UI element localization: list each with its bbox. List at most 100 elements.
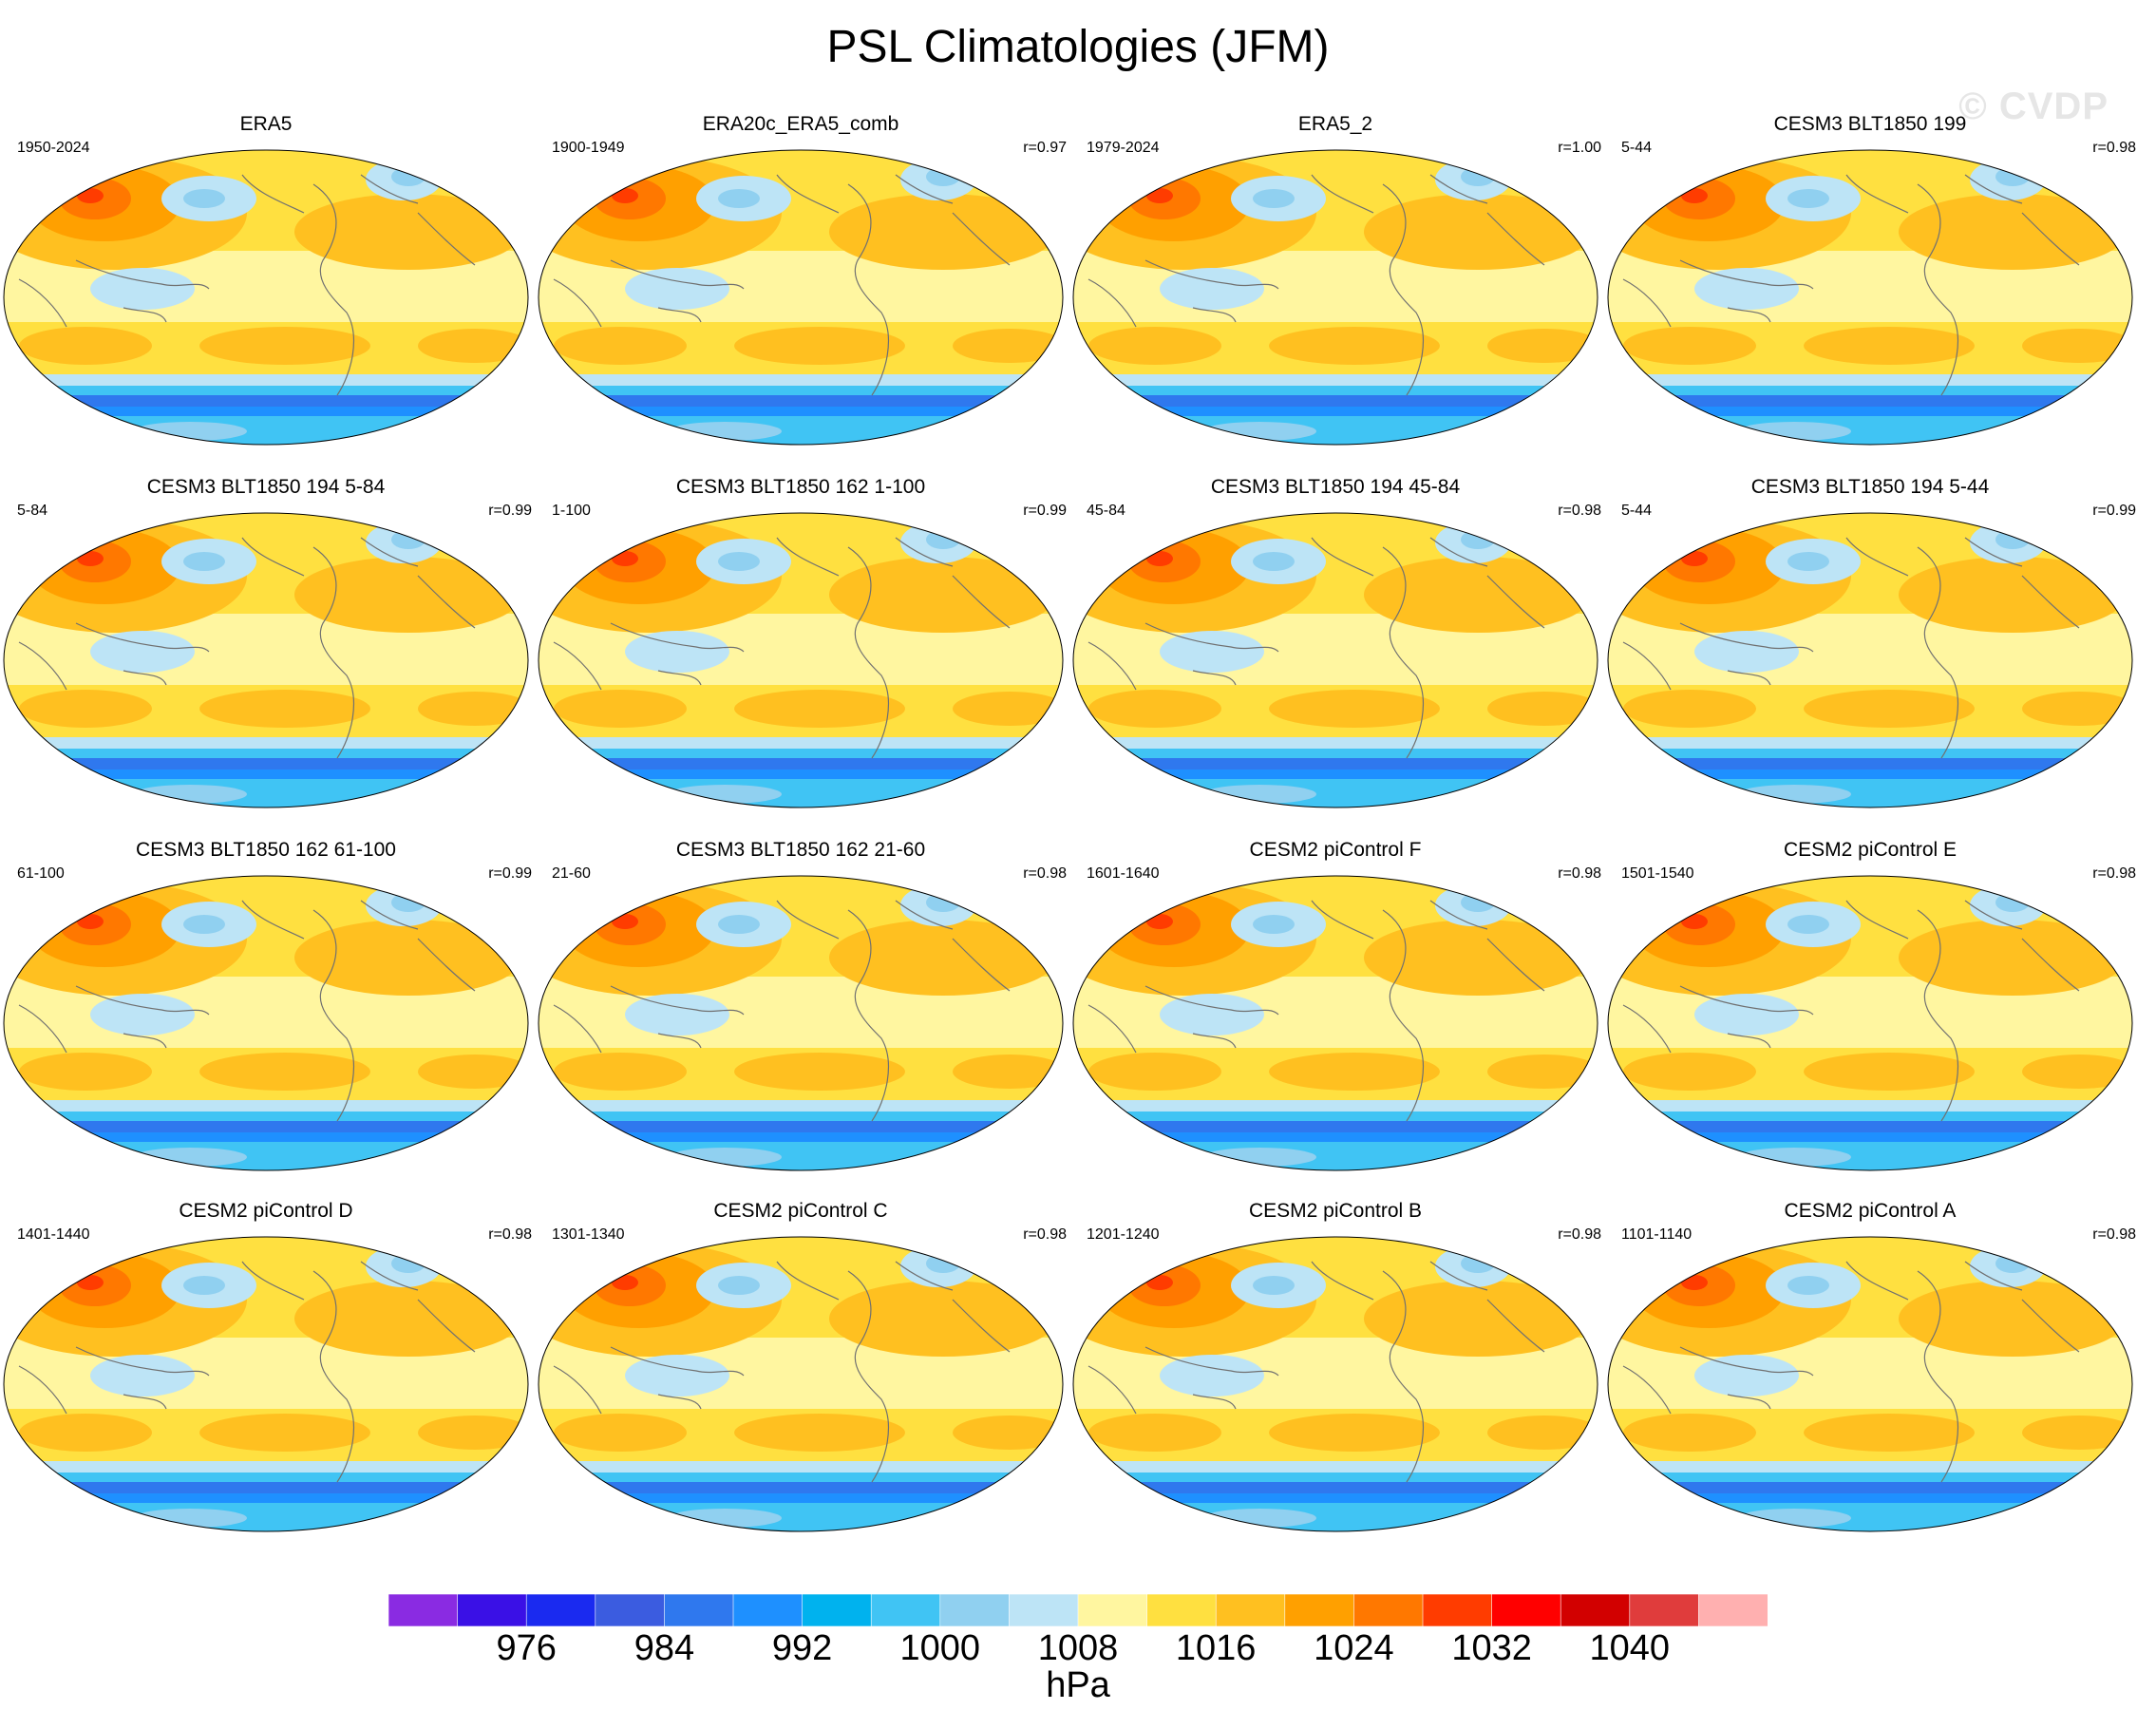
panel-title: CESM3 BLT1850 162 1-100 bbox=[675, 476, 926, 498]
panel-title: CESM3 BLT1850 162 61-100 bbox=[136, 839, 396, 861]
colorbar-tick-label: 976 bbox=[496, 1628, 557, 1668]
panel-correlation: r=0.99 bbox=[488, 503, 532, 519]
colorbar-tick-label: 1040 bbox=[1589, 1628, 1671, 1668]
panel-title: ERA5_2 bbox=[1297, 113, 1373, 135]
colorbar-box bbox=[802, 1594, 873, 1626]
panel-years: 1401-1440 bbox=[17, 1226, 90, 1243]
panel-years: 1101-1140 bbox=[1621, 1226, 1693, 1243]
panel-years: 5-84 bbox=[17, 503, 48, 519]
map bbox=[1072, 875, 1598, 1171]
map bbox=[1607, 149, 2133, 446]
panel-correlation: r=0.98 bbox=[1558, 1226, 1601, 1243]
colorbar-box bbox=[1077, 1594, 1148, 1626]
map-panel: CESM3 BLT1850 162 61-100 61-100 r=0.99 bbox=[0, 838, 532, 1180]
panel-correlation: r=0.98 bbox=[1023, 1226, 1067, 1243]
panel-title: CESM2 piControl C bbox=[713, 1200, 888, 1222]
panel-correlation: r=0.98 bbox=[488, 1226, 532, 1243]
panel-correlation: r=0.98 bbox=[1023, 865, 1067, 882]
colorbar-tick-label: 1000 bbox=[899, 1628, 981, 1668]
cvdp-watermark: © CVDP bbox=[1958, 86, 2109, 127]
panel-title: CESM3 BLT1850 194 45-84 bbox=[1210, 476, 1461, 498]
map-panel: CESM2 piControl E 1501-1540 r=0.98 bbox=[1604, 838, 2136, 1180]
map-panel: CESM3 BLT1850 194 5-84 5-84 r=0.99 bbox=[0, 475, 532, 817]
map-panel: CESM3 BLT1850 194 5-44 5-44 r=0.99 bbox=[1604, 475, 2136, 817]
panel-title: CESM2 piControl B bbox=[1248, 1200, 1423, 1222]
panel-title: CESM3 BLT1850 194 5-44 bbox=[1750, 476, 1990, 498]
colorbar-tick-label: 1016 bbox=[1175, 1628, 1257, 1668]
panel-title: CESM2 piControl D bbox=[179, 1200, 353, 1222]
colorbar bbox=[388, 1594, 1768, 1626]
panel-correlation: r=0.99 bbox=[1023, 503, 1067, 519]
map bbox=[1607, 875, 2133, 1171]
map-panel: ERA5 1950-2024 bbox=[0, 112, 532, 454]
panel-title: CESM2 piControl A bbox=[1784, 1200, 1957, 1222]
colorbar-box bbox=[1215, 1594, 1286, 1626]
panel-years: 1950-2024 bbox=[17, 140, 90, 156]
map bbox=[3, 1236, 529, 1532]
map-panel: CESM2 piControl F 1601-1640 r=0.98 bbox=[1069, 838, 1601, 1180]
colorbar-tick-label: 984 bbox=[634, 1628, 695, 1668]
map bbox=[3, 512, 529, 808]
panel-correlation: r=1.00 bbox=[1558, 140, 1601, 156]
colorbar-tick-label: 992 bbox=[771, 1628, 833, 1668]
colorbar-box bbox=[732, 1594, 804, 1626]
map-panel: ERA20c_ERA5_comb 1900-1949 r=0.97 bbox=[535, 112, 1067, 454]
map bbox=[3, 149, 529, 446]
colorbar-box bbox=[1560, 1594, 1631, 1626]
map bbox=[538, 149, 1064, 446]
colorbar-box bbox=[457, 1594, 527, 1626]
panel-title: CESM2 piControl F bbox=[1249, 839, 1422, 861]
colorbar-box bbox=[1629, 1594, 1700, 1626]
colorbar-box bbox=[664, 1594, 734, 1626]
panel-years: 5-44 bbox=[1621, 140, 1653, 156]
colorbar-box bbox=[1284, 1594, 1355, 1626]
panel-years: 1501-1540 bbox=[1621, 865, 1694, 882]
colorbar-box bbox=[1009, 1594, 1079, 1626]
map-panel: CESM3 BLT1850 162 21-60 21-60 r=0.98 bbox=[535, 838, 1067, 1180]
panel-years: 1601-1640 bbox=[1087, 865, 1160, 882]
map-panel: CESM2 piControl A 1101-1140 r=0.98 bbox=[1604, 1199, 2136, 1541]
colorbar-tick-label: 1024 bbox=[1314, 1628, 1394, 1668]
map-panel: CESM3 BLT1850 162 1-100 1-100 r=0.99 bbox=[535, 475, 1067, 817]
panel-years: 5-44 bbox=[1621, 503, 1653, 519]
colorbar-units: hPa bbox=[1046, 1665, 1110, 1705]
panel-correlation: r=0.99 bbox=[488, 865, 532, 882]
figure-title: PSL Climatologies (JFM) bbox=[826, 22, 1330, 72]
panel-title: CESM3 BLT1850 199 bbox=[1773, 113, 1967, 135]
panel-title: CESM3 BLT1850 162 21-60 bbox=[675, 839, 926, 861]
panel-correlation: r=0.98 bbox=[1558, 865, 1601, 882]
panel-title: CESM2 piControl E bbox=[1783, 839, 1957, 861]
panel-correlation: r=0.99 bbox=[2092, 503, 2136, 519]
map bbox=[1607, 1236, 2133, 1532]
map-panel: CESM2 piControl D 1401-1440 r=0.98 bbox=[0, 1199, 532, 1541]
panel-years: 61-100 bbox=[17, 865, 65, 882]
map-panel: CESM2 piControl B 1201-1240 r=0.98 bbox=[1069, 1199, 1601, 1541]
map-panel: ERA5_2 1979-2024 r=1.00 bbox=[1069, 112, 1601, 454]
panel-years: 1900-1949 bbox=[552, 140, 625, 156]
panel-correlation: r=0.98 bbox=[2092, 865, 2136, 882]
map-panel: CESM3 BLT1850 199 5-44 r=0.98 bbox=[1604, 112, 2136, 454]
map-panel: CESM2 piControl C 1301-1340 r=0.98 bbox=[535, 1199, 1067, 1541]
panel-title: ERA5 bbox=[239, 113, 293, 135]
panel-years: 21-60 bbox=[552, 865, 591, 882]
map bbox=[538, 512, 1064, 808]
panel-years: 1-100 bbox=[552, 503, 591, 519]
map bbox=[538, 1236, 1064, 1532]
map bbox=[1072, 149, 1598, 446]
colorbar-box bbox=[1146, 1594, 1217, 1626]
panel-years: 1979-2024 bbox=[1087, 140, 1160, 156]
colorbar-box bbox=[525, 1594, 596, 1626]
map bbox=[1072, 512, 1598, 808]
colorbar-box bbox=[939, 1594, 1011, 1626]
map bbox=[538, 875, 1064, 1171]
panel-years: 1201-1240 bbox=[1087, 1226, 1160, 1243]
panel-title: CESM3 BLT1850 194 5-84 bbox=[146, 476, 386, 498]
panel-correlation: r=0.97 bbox=[1023, 140, 1067, 156]
colorbar-box bbox=[1491, 1594, 1561, 1626]
colorbar-tick-label: 1032 bbox=[1451, 1628, 1532, 1668]
colorbar-box bbox=[595, 1594, 666, 1626]
map-panel: CESM3 BLT1850 194 45-84 45-84 r=0.98 bbox=[1069, 475, 1601, 817]
map bbox=[3, 875, 529, 1171]
colorbar-box bbox=[870, 1594, 941, 1626]
map bbox=[1072, 1236, 1598, 1532]
